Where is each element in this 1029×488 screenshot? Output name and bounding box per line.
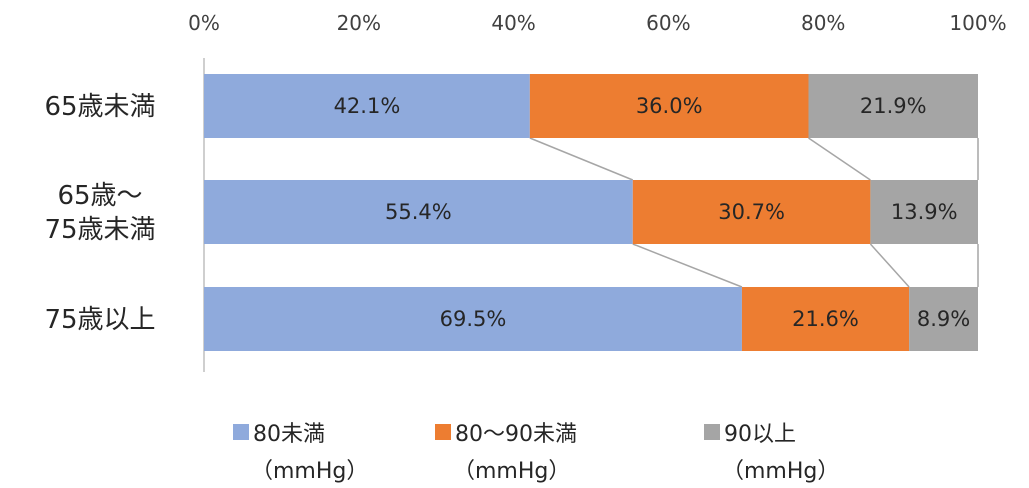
bar-segment [808, 74, 978, 138]
category-label: 75歳未満 [44, 215, 155, 245]
data-label: 55.4% [385, 200, 452, 224]
data-label: 21.6% [792, 307, 859, 331]
category-label: 75歳以上 [44, 305, 155, 335]
legend-unit: （mmHg） [722, 459, 839, 484]
legend-swatch [435, 424, 451, 440]
series-line [632, 243, 743, 288]
x-tick-label: 0% [188, 11, 220, 35]
x-tick-label: 20% [337, 11, 381, 35]
series-line [869, 243, 910, 288]
data-label: 21.9% [860, 94, 927, 118]
legend-unit: （mmHg） [251, 459, 368, 484]
bar-segment [204, 287, 742, 351]
data-label: 42.1% [334, 94, 401, 118]
data-label: 36.0% [636, 94, 703, 118]
legend: 80未満 （mmHg） 80～90未満 （mmHg） 90以上 （mmHg） [233, 422, 839, 484]
bar-segment [909, 287, 978, 351]
legend-label: 80～90未満 [455, 422, 577, 447]
category-labels: 65歳未満 65歳～ 75歳未満 75歳以上 [44, 92, 155, 335]
x-axis-ticks: 0% 20% 40% 60% 80% 100% [188, 11, 1006, 35]
series-lines [529, 137, 979, 288]
series-line [529, 137, 634, 181]
series-line [808, 137, 871, 181]
legend-label: 80未満 [253, 422, 325, 447]
legend-unit: （mmHg） [453, 459, 570, 484]
bar-segment [204, 74, 530, 138]
legend-swatch [704, 424, 720, 440]
bar-segment [204, 180, 633, 244]
x-tick-label: 80% [801, 11, 845, 35]
bar-segment [632, 180, 871, 244]
x-tick-label: 100% [949, 11, 1006, 35]
data-label: 69.5% [440, 307, 507, 331]
category-label: 65歳～ [57, 181, 142, 211]
data-label: 13.9% [891, 200, 958, 224]
bar-segment [870, 180, 978, 244]
x-tick-label: 40% [491, 11, 535, 35]
data-label: 8.9% [917, 307, 970, 331]
bar-segment [741, 287, 910, 351]
legend-label: 90以上 [724, 422, 796, 447]
data-label: 30.7% [718, 200, 785, 224]
legend-swatch [233, 424, 249, 440]
bars: 42.1% 36.0% 21.9% 55.4% 30.7% 13.9% 69.5% 21.6%… [204, 74, 978, 351]
bar-segment [529, 74, 809, 138]
x-tick-label: 60% [646, 11, 690, 35]
category-label: 65歳未満 [44, 92, 155, 122]
